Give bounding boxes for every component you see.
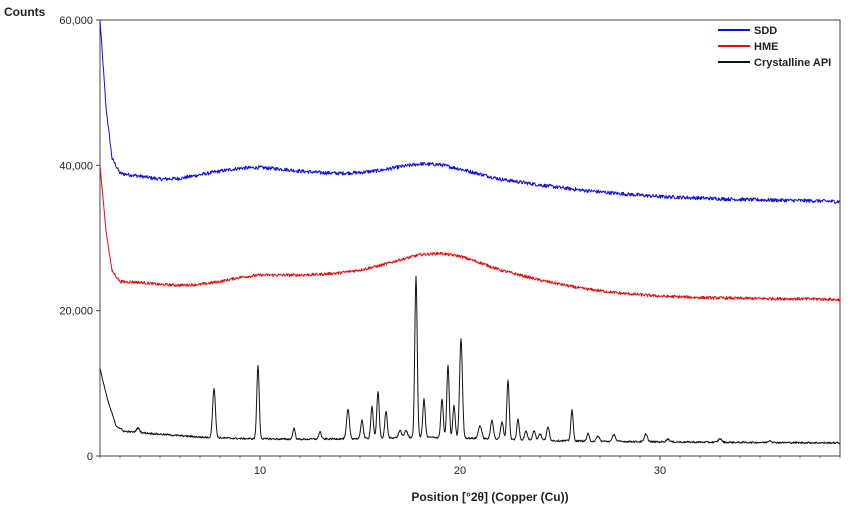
legend: SDD HME Crystalline API <box>718 25 831 69</box>
legend-label: Crystalline API <box>754 57 831 69</box>
y-tick-label: 60,000 <box>59 15 93 27</box>
series-layer <box>99 19 841 445</box>
series-line-hme <box>99 166 841 302</box>
plot-frame <box>99 19 841 457</box>
x-tick-label: 10 <box>254 465 266 477</box>
x-tick-label: 30 <box>654 465 666 477</box>
series-line-crystalline-api <box>99 275 841 445</box>
x-axis-ticks: 10 20 30 <box>99 456 841 477</box>
y-tick-label: 0 <box>87 451 93 463</box>
series-line-sdd <box>99 19 841 204</box>
y-axis-ticks: 0 20,000 40,000 60,000 <box>59 15 100 463</box>
y-tick-label: 20,000 <box>59 306 93 318</box>
y-axis-label: Counts <box>4 5 46 19</box>
x-tick-label: 20 <box>454 465 466 477</box>
legend-label: SDD <box>754 25 777 37</box>
legend-label: HME <box>754 41 778 53</box>
y-tick-label: 40,000 <box>59 160 93 172</box>
x-axis-label: Position [°2θ] (Copper (Cu)) <box>411 490 568 504</box>
